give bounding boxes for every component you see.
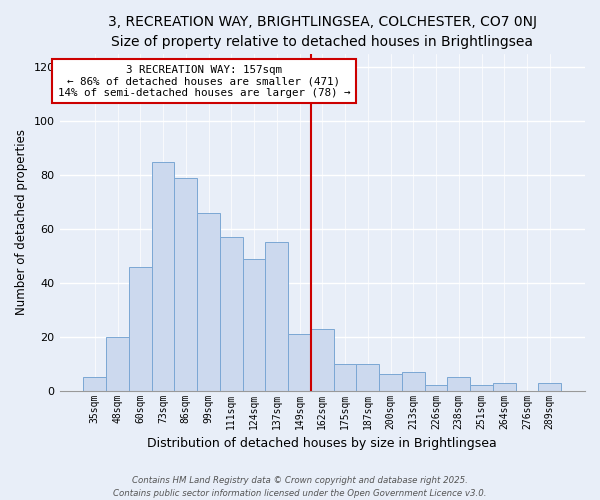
- Bar: [220, 237, 242, 390]
- Bar: [197, 213, 220, 390]
- Bar: [106, 337, 129, 390]
- Bar: [175, 178, 197, 390]
- Bar: [538, 382, 561, 390]
- Bar: [448, 377, 470, 390]
- Text: 3 RECREATION WAY: 157sqm
← 86% of detached houses are smaller (471)
14% of semi-: 3 RECREATION WAY: 157sqm ← 86% of detach…: [58, 64, 350, 98]
- Bar: [379, 374, 402, 390]
- X-axis label: Distribution of detached houses by size in Brightlingsea: Distribution of detached houses by size …: [148, 437, 497, 450]
- Bar: [83, 377, 106, 390]
- Bar: [265, 242, 288, 390]
- Bar: [470, 385, 493, 390]
- Bar: [242, 258, 265, 390]
- Text: Contains HM Land Registry data © Crown copyright and database right 2025.
Contai: Contains HM Land Registry data © Crown c…: [113, 476, 487, 498]
- Bar: [288, 334, 311, 390]
- Bar: [152, 162, 175, 390]
- Bar: [334, 364, 356, 390]
- Bar: [425, 385, 448, 390]
- Bar: [402, 372, 425, 390]
- Bar: [129, 266, 152, 390]
- Bar: [356, 364, 379, 390]
- Title: 3, RECREATION WAY, BRIGHTLINGSEA, COLCHESTER, CO7 0NJ
Size of property relative : 3, RECREATION WAY, BRIGHTLINGSEA, COLCHE…: [108, 15, 537, 48]
- Bar: [493, 382, 515, 390]
- Bar: [311, 328, 334, 390]
- Y-axis label: Number of detached properties: Number of detached properties: [15, 129, 28, 315]
